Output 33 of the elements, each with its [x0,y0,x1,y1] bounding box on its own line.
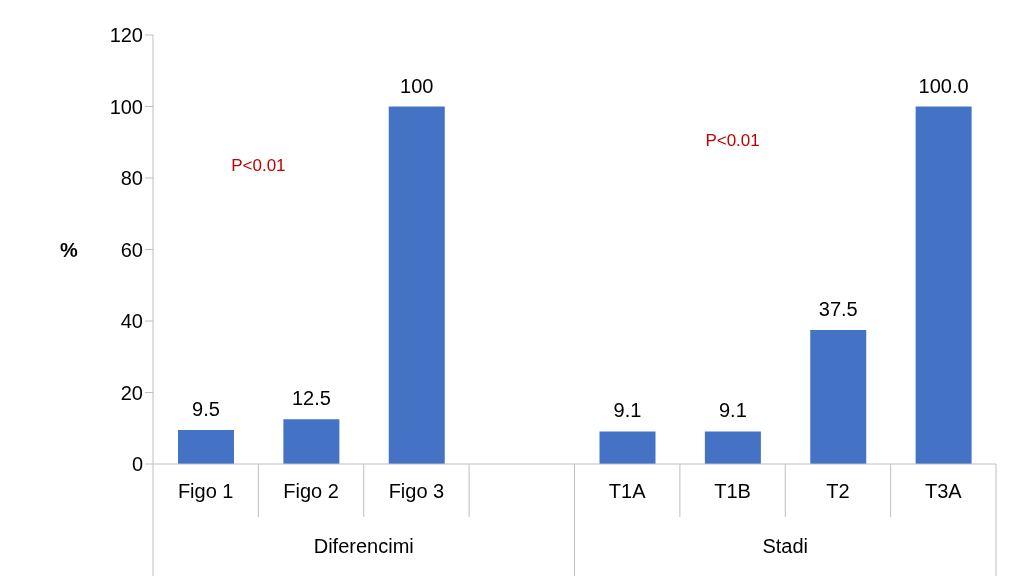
x-tick-label: Figo 3 [388,480,445,503]
y-tick-label: 120 [109,24,143,47]
y-tick-label: 20 [120,381,143,404]
data-label: 9.5 [192,398,220,421]
annotation: P<0.01 [231,155,286,175]
bar [599,431,656,464]
data-label: 12.5 [291,387,331,410]
data-label: 100 [400,74,434,97]
text: Diferencimi [313,535,414,557]
y-tick-label: 100 [109,95,143,118]
x-tick-label: T1A [608,480,647,503]
data-label: 37.5 [818,297,858,320]
bar [915,106,972,464]
bar [704,431,761,464]
x-tick-label: Figo 1 [177,480,234,503]
x-tick-label: T3A [924,480,963,503]
data-label: 100.0 [918,74,969,97]
y-tick-label: 60 [120,238,143,261]
bar [388,106,445,464]
bar [283,419,340,464]
y-axis-title: % [60,238,78,261]
text: Stadi [762,535,809,557]
x-tick-label: Figo 2 [283,480,339,503]
bar [178,430,234,464]
data-label: 9.1 [718,399,747,422]
data-label: 9.1 [613,399,642,422]
y-tick-label: 0 [131,453,143,476]
y-tick-label: 40 [120,310,143,333]
annotation: P<0.01 [705,130,760,150]
x-tick-label: T1B [714,480,751,503]
y-tick-label: 80 [120,167,143,190]
x-tick-label: T2 [826,480,850,503]
bar [810,329,867,464]
